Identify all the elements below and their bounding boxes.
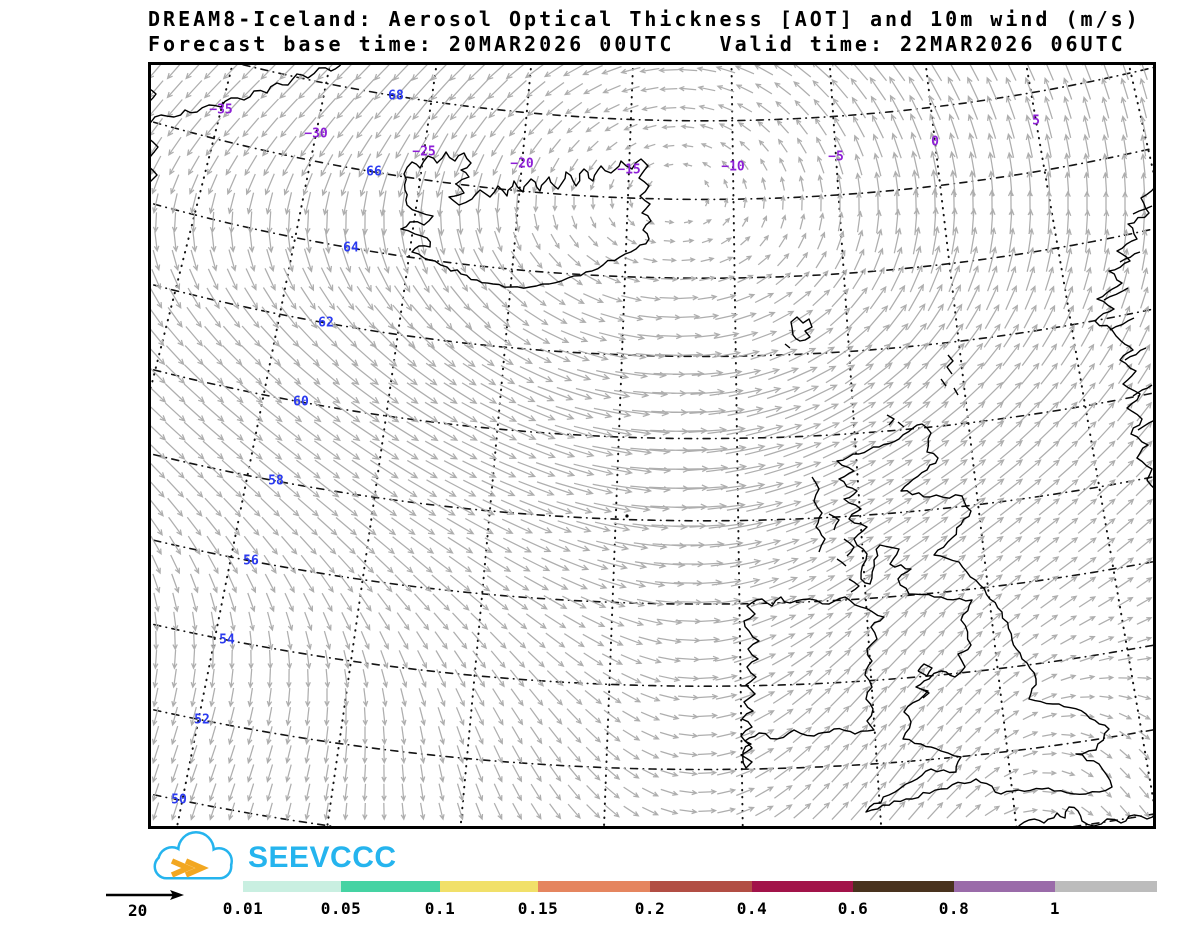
title-line-1: DREAM8-Iceland: Aerosol Optical Thicknes…: [148, 7, 1141, 31]
meridian-line: [459, 62, 533, 829]
coast-france: [1015, 806, 1156, 829]
parallel-line: [228, 62, 1156, 122]
coast-minor: [953, 387, 959, 396]
colorbar-segment: [538, 881, 650, 892]
parallel-line: [148, 538, 1156, 605]
coast-minor: [1109, 317, 1135, 331]
coast-minor: [848, 578, 860, 593]
lat-label: 64: [343, 240, 359, 256]
lon-label: −5: [828, 149, 844, 165]
coast-minor: [1137, 419, 1156, 431]
coast-minor: [940, 378, 947, 387]
colorbar-tick-label: 0.1: [424, 899, 456, 918]
coast-minor: [784, 343, 791, 349]
parallel-line: [148, 119, 1156, 201]
colorbar: [243, 881, 1157, 892]
coast-minor: [886, 414, 895, 426]
wind-arrows: [148, 62, 1154, 821]
coast-faroe: [790, 316, 813, 342]
wind-ref-label: 20: [128, 901, 148, 920]
map-clip-group: [0, 62, 1156, 829]
coast-minor: [1132, 384, 1153, 397]
coast-minor: [148, 137, 159, 158]
title-line-2: Forecast base time: 20MAR2026 00UTC Vali…: [148, 32, 1126, 56]
colorbar-segment: [440, 881, 538, 892]
colorbar-segment: [243, 881, 341, 892]
lon-label: −30: [304, 126, 328, 142]
colorbar-tick-label: 0.05: [320, 899, 362, 918]
logo-cloud-icon: [153, 831, 233, 880]
colorbar-tick-label: 0.8: [938, 899, 970, 918]
colorbar-tick-label: 0.6: [837, 899, 869, 918]
parallel-line: [148, 201, 1156, 279]
lat-label: 60: [293, 394, 309, 410]
coast-minor: [897, 421, 905, 428]
colorbar-tick-label: 0.01: [222, 899, 264, 918]
coast-ireland: [740, 596, 885, 769]
colorbar-segment: [341, 881, 440, 892]
coast-minor: [1124, 347, 1147, 361]
coast-minor: [1132, 205, 1153, 215]
coast-minor: [920, 688, 930, 699]
meridian-line: [175, 62, 332, 829]
map-frame: [148, 62, 1156, 829]
coast-minor: [917, 663, 933, 677]
meridian-line: [828, 62, 883, 829]
lon-label: −10: [721, 159, 745, 175]
lon-label: −35: [209, 102, 233, 118]
coast-minor: [1119, 251, 1141, 263]
coastlines: [148, 62, 1156, 829]
parallel-line: [148, 622, 1156, 687]
colorbar-segment: [954, 881, 1055, 892]
colorbar-tick-label: 0.2: [634, 899, 666, 918]
lon-label: −20: [510, 156, 534, 172]
colorbar-tick-label: 1: [1049, 899, 1061, 918]
lat-label: 66: [366, 164, 382, 180]
colorbar-segment: [853, 881, 954, 892]
coast-great-britain: [836, 423, 1113, 813]
lat-label: 62: [318, 315, 334, 331]
lat-label: 52: [194, 712, 210, 728]
lat-label: 50: [171, 792, 187, 808]
lon-label: 5: [1032, 113, 1040, 129]
coast-minor: [811, 476, 826, 553]
lat-label: 56: [243, 553, 259, 569]
coast-iceland: [400, 151, 652, 289]
lat-label: 58: [268, 473, 284, 489]
parallel-line: [148, 707, 1156, 771]
logo-text: SEEVCCC: [248, 841, 397, 874]
wind-ref-arrow: [106, 890, 184, 900]
islet-dot: [625, 514, 629, 518]
coast-greenland: [148, 62, 344, 125]
colorbar-segment: [1055, 881, 1157, 892]
coast-minor: [1103, 287, 1129, 301]
colorbar-tick-label: 0.4: [736, 899, 768, 918]
colorbar-segment: [752, 881, 853, 892]
meridian-line: [924, 62, 1018, 829]
parallel-line: [148, 367, 1156, 440]
parallel-line: [148, 452, 1156, 522]
coast-minor: [843, 538, 855, 557]
coast-minor: [946, 354, 954, 375]
colorbar-tick-label: 0.15: [517, 899, 559, 918]
coast-minor: [148, 165, 158, 184]
colorbar-segment: [650, 881, 752, 892]
coast-minor: [828, 513, 840, 531]
coast-minor: [836, 558, 847, 567]
meridian-line: [0, 62, 133, 829]
lat-label: 68: [388, 88, 404, 104]
lat-label: 54: [219, 632, 235, 648]
coast-norway: [1094, 185, 1156, 491]
lon-label: 0: [931, 134, 939, 150]
lon-label: −25: [412, 144, 436, 160]
lon-label: −15: [617, 162, 641, 178]
